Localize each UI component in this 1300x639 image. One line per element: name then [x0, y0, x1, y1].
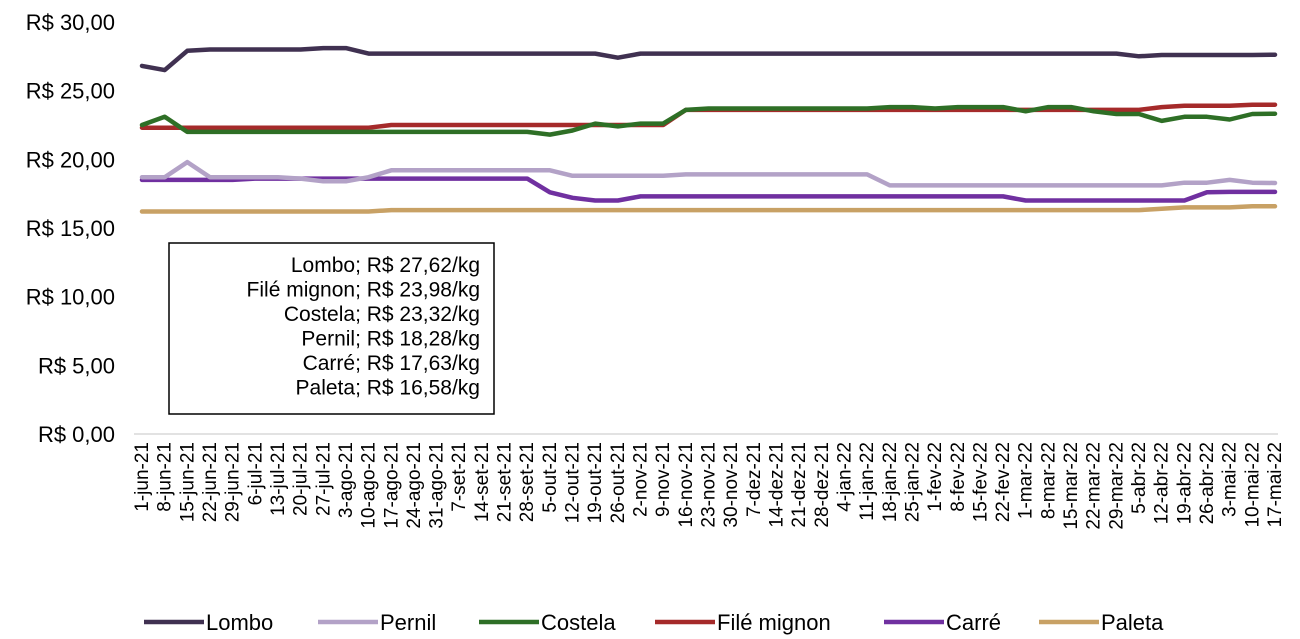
x-tick-label: 6-jul-21 — [245, 442, 266, 505]
y-tick-label: R$ 25,00 — [26, 79, 115, 104]
x-tick-label: 24-ago-21 — [404, 442, 425, 529]
x-tick-label: 29-mar-22 — [1106, 442, 1127, 530]
x-tick-label: 22-jun-21 — [200, 442, 221, 522]
y-axis: R$ 0,00 R$ 5,00 R$ 10,00 R$ 15,00 R$ 20,00 R$… — [26, 10, 115, 447]
series-line — [139, 45, 1278, 73]
y-tick-label: R$ 20,00 — [26, 147, 115, 172]
x-tick-label: 11-jan-22 — [857, 442, 878, 521]
y-tick-label: R$ 10,00 — [26, 285, 115, 310]
x-tick-label: 7-dez-21 — [744, 442, 765, 517]
x-tick-label: 27-jul-21 — [313, 442, 334, 516]
x-tick-label: 26-out-21 — [608, 442, 629, 523]
x-tick-label: 15-jun-21 — [177, 442, 198, 522]
x-tick-label: 16-nov-21 — [676, 442, 697, 528]
x-tick-label: 26-abr-22 — [1197, 442, 1218, 524]
annotation-line: Lombo; R$ 27,62/kg — [291, 254, 480, 277]
x-tick-label: 21-dez-21 — [789, 442, 810, 528]
x-tick-label: 31-ago-21 — [427, 442, 448, 529]
x-tick-label: 2-nov-21 — [631, 442, 652, 517]
x-tick-label: 22-mar-22 — [1084, 442, 1105, 530]
x-tick-label: 1-fev-22 — [925, 442, 946, 512]
x-tick-label: 18-jan-22 — [880, 442, 901, 522]
x-tick-label: 5-out-21 — [540, 442, 561, 513]
legend-label: Pernil — [380, 610, 436, 635]
annotation-line: Filé mignon; R$ 23,98/kg — [247, 279, 480, 302]
x-tick-label: 3-mai-22 — [1220, 442, 1241, 517]
x-tick-label: 20-jul-21 — [291, 442, 312, 516]
legend-label: Carré — [946, 610, 1001, 635]
x-tick-label: 17-ago-21 — [381, 442, 402, 529]
x-axis: 1-jun-21 8-jun-21 15-jun-21 22-jun-21 29-jun… — [132, 442, 1286, 530]
series-line — [139, 204, 1278, 214]
legend-label: Lombo — [206, 610, 273, 635]
x-tick-label: 19-out-21 — [585, 442, 606, 523]
x-tick-label: 14-set-21 — [472, 442, 493, 522]
y-tick-label: R$ 15,00 — [26, 216, 115, 241]
x-tick-label: 29-jun-21 — [223, 442, 244, 522]
x-tick-label: 28-set-21 — [517, 442, 538, 522]
x-tick-label: 17-mai-22 — [1265, 442, 1286, 528]
x-tick-label: 4-jan-22 — [834, 442, 855, 512]
x-tick-label: 7-set-21 — [449, 442, 470, 512]
x-tick-label: 3-ago-21 — [336, 442, 357, 518]
annotation-line: Carré; R$ 17,63/kg — [303, 352, 480, 375]
legend: Lombo Pernil Costela Filé mignon Carré Paleta — [144, 610, 1164, 635]
x-tick-label: 21-set-21 — [495, 442, 516, 522]
x-tick-label: 5-abr-22 — [1129, 442, 1150, 514]
legend-label: Filé mignon — [717, 610, 831, 635]
x-tick-label: 13-jul-21 — [268, 442, 289, 516]
y-tick-label: R$ 0,00 — [38, 422, 115, 447]
x-tick-label: 19-abr-22 — [1174, 442, 1195, 524]
x-tick-label: 1-jun-21 — [132, 442, 153, 512]
plot-area — [139, 45, 1278, 214]
y-tick-label: R$ 5,00 — [38, 353, 115, 378]
x-tick-label: 12-abr-22 — [1152, 442, 1173, 524]
annotation-line: Pernil; R$ 18,28/kg — [301, 328, 480, 351]
x-tick-label: 23-nov-21 — [699, 442, 720, 528]
series-line — [139, 159, 1278, 188]
x-tick-label: 9-nov-21 — [653, 442, 674, 517]
x-tick-label: 8-fev-22 — [948, 442, 969, 512]
x-tick-label: 10-ago-21 — [359, 442, 380, 529]
x-tick-label: 8-jun-21 — [155, 442, 176, 512]
x-tick-label: 28-dez-21 — [812, 442, 833, 528]
annotation-line: Costela; R$ 23,32/kg — [284, 303, 480, 326]
series-line — [139, 176, 1278, 203]
x-tick-label: 12-out-21 — [563, 442, 584, 523]
x-tick-label: 22-fev-22 — [993, 442, 1014, 522]
x-tick-label: 30-nov-21 — [721, 442, 742, 528]
annotation-box-frame — [168, 242, 495, 415]
x-tick-label: 10-mai-22 — [1242, 442, 1263, 528]
x-tick-label: 25-jan-22 — [902, 442, 923, 522]
series-line — [139, 104, 1278, 137]
legend-label: Paleta — [1101, 610, 1164, 635]
x-tick-label: 15-fev-22 — [970, 442, 991, 522]
x-tick-label: 8-mar-22 — [1038, 442, 1059, 519]
annotation-line: Paleta; R$ 16,58/kg — [296, 377, 480, 400]
x-tick-label: 14-dez-21 — [766, 442, 787, 528]
y-tick-label: R$ 30,00 — [26, 10, 115, 35]
legend-label: Costela — [541, 610, 616, 635]
x-tick-label: 15-mar-22 — [1061, 442, 1082, 530]
x-tick-label: 1-mar-22 — [1016, 442, 1037, 519]
